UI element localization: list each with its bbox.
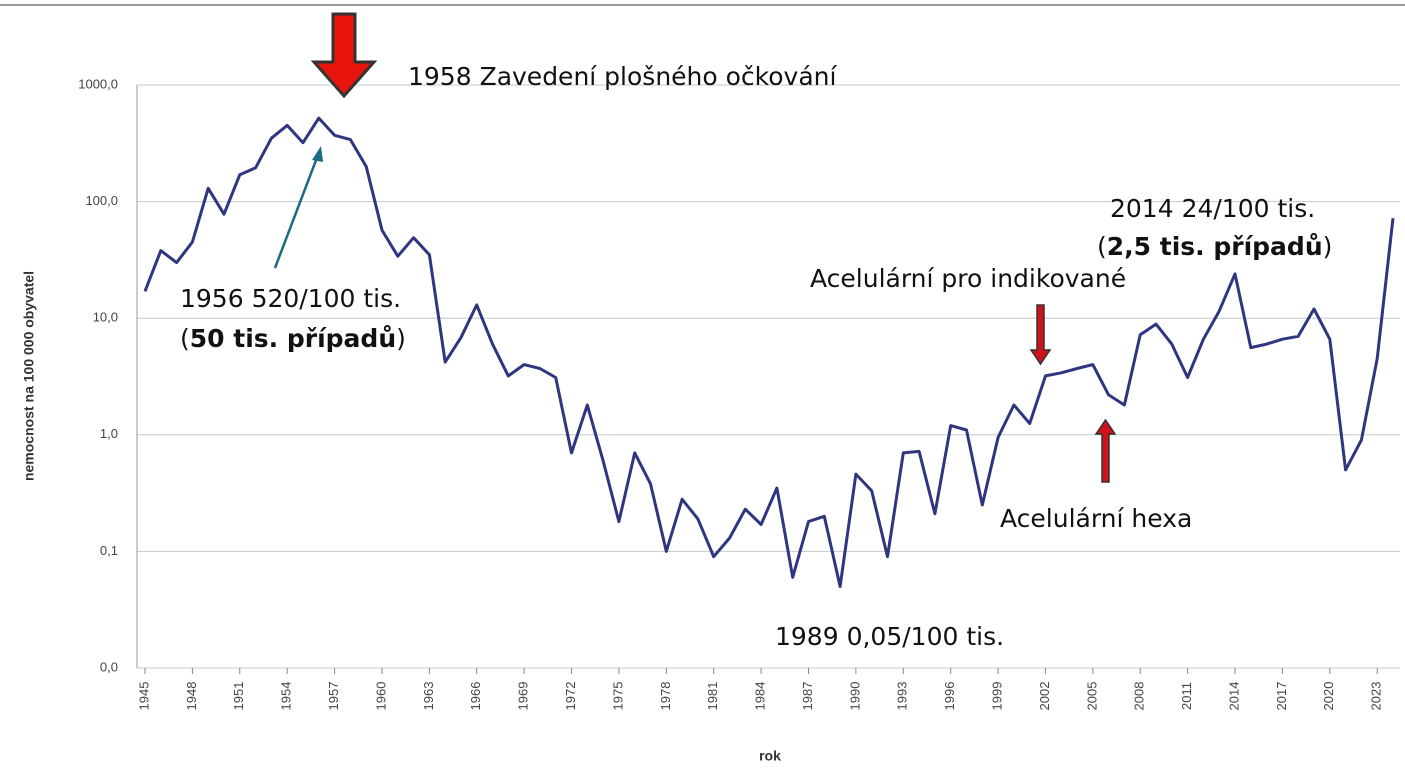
y-axis-label: nemocnost na 100 000 obyvatel xyxy=(21,271,37,481)
annotation-part: ( xyxy=(1097,232,1107,261)
x-tick-label: 1948 xyxy=(184,682,199,711)
y-tick-label: 100,0 xyxy=(85,193,118,208)
y-tick-label: 1000,0 xyxy=(78,76,118,91)
annotation-part: 50 tis. případů xyxy=(190,324,396,353)
x-axis-label: rok xyxy=(759,748,781,764)
x-tick-label: 1963 xyxy=(421,682,436,711)
data-line xyxy=(143,116,1395,588)
peak-arrow xyxy=(273,154,320,269)
x-tick-label: 2011 xyxy=(1179,682,1194,710)
x-tick-label: 2005 xyxy=(1084,682,1099,711)
hexa-arrow xyxy=(1094,418,1117,483)
x-tick-label: 1999 xyxy=(990,682,1005,711)
y-tick-label: 1,0 xyxy=(100,426,118,441)
annotation: (2,5 tis. případů) xyxy=(1097,232,1332,261)
vaccination-arrow xyxy=(310,12,378,99)
annotation-part: 2,5 tis. případů xyxy=(1107,232,1323,261)
x-tick-label: 1996 xyxy=(942,682,957,711)
x-tick-label: 2017 xyxy=(1274,682,1289,711)
x-tick-label: 1966 xyxy=(468,682,483,711)
plot: 0,0 0,1 1,0 10,0 100,0 1000,0 1945 1948 1951 1954… xyxy=(78,76,1400,710)
x-tick-label: 1987 xyxy=(800,682,815,711)
x-tick-label: 2020 xyxy=(1321,682,1336,711)
x-tick-label: 2002 xyxy=(1037,682,1052,711)
x-tick-label: 2008 xyxy=(1132,682,1147,711)
x-tick-label: 1945 xyxy=(136,682,151,711)
x-tick-label: 1969 xyxy=(516,682,531,711)
x-tick-label: 1993 xyxy=(895,682,910,711)
annotation-part: ) xyxy=(396,324,406,353)
y-tick-label: 0,0 xyxy=(100,659,118,674)
x-tick-label: 1960 xyxy=(373,682,388,711)
annotation: 1958 Zavedení plošného očkování xyxy=(408,62,838,91)
annotation: Acelulární pro indikované xyxy=(810,264,1126,293)
x-tick-label: 1981 xyxy=(705,682,720,711)
x-tick-label: 1972 xyxy=(563,682,578,711)
annotation: (50 tis. případů) xyxy=(180,324,406,353)
x-tick-label: 2023 xyxy=(1369,682,1384,711)
x-tick-label: 1975 xyxy=(610,682,625,711)
annotation-part: ) xyxy=(1323,232,1333,261)
annotation: Acelulární hexa xyxy=(1000,504,1192,533)
y-tick-label: 0,1 xyxy=(100,543,118,558)
x-tick-label: 1990 xyxy=(847,682,862,711)
annotation: 1956 520/100 tis. xyxy=(180,284,401,313)
x-tick-label: 1984 xyxy=(753,682,768,711)
x-tick-label: 2014 xyxy=(1226,682,1241,711)
annotation-part: ( xyxy=(180,324,190,353)
indicated-arrow xyxy=(1029,304,1052,366)
peak-arrow-head xyxy=(312,146,323,162)
x-tick-label: 1957 xyxy=(326,682,341,711)
x-tick-label: 1951 xyxy=(231,682,246,711)
y-tick-label: 10,0 xyxy=(93,310,118,325)
annotation: 1989 0,05/100 tis. xyxy=(775,622,1004,651)
annotation: 2014 24/100 tis. xyxy=(1110,194,1315,223)
x-tick-label: 1978 xyxy=(658,682,673,711)
x-tick-label: 1954 xyxy=(279,682,294,711)
